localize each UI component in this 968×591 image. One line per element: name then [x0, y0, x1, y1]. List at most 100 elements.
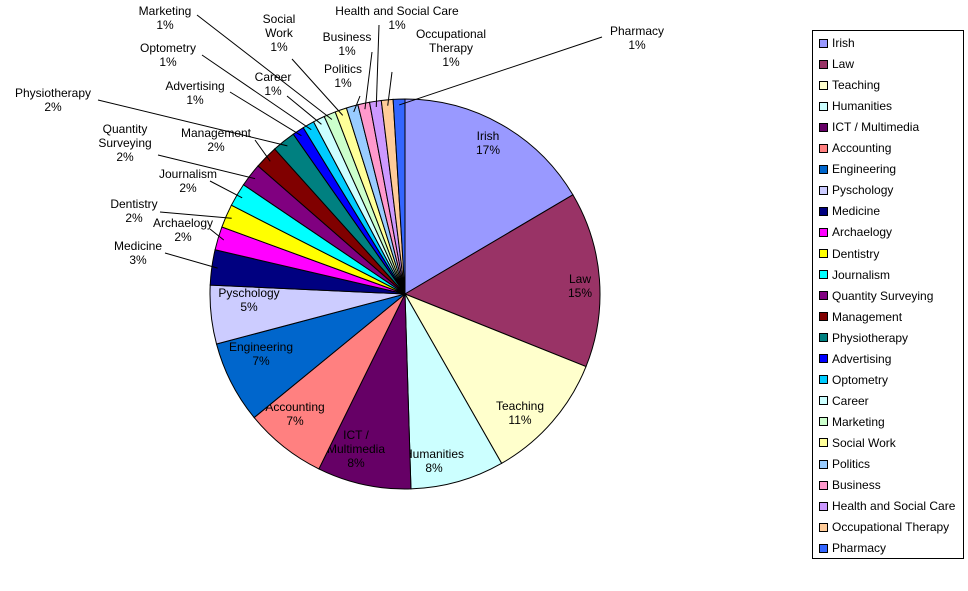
leader-line	[353, 95, 361, 113]
legend-label: Engineering	[832, 162, 897, 177]
slice-label: Humanities 8%	[404, 447, 464, 475]
leader-line	[209, 180, 243, 199]
legend-item: Irish	[819, 35, 855, 51]
legend-swatch	[819, 227, 828, 237]
leader-line	[229, 91, 302, 137]
leader-line	[387, 71, 393, 106]
leader-line	[399, 36, 603, 106]
legend-item: Optometry	[819, 372, 888, 388]
legend-swatch	[819, 417, 828, 427]
leader-line	[364, 51, 373, 110]
slice-label: Law 15%	[568, 272, 592, 300]
slice-label: Business 1%	[323, 30, 372, 58]
slice-label: Quantity Surveying 2%	[98, 122, 151, 164]
legend-item: Accounting	[819, 140, 891, 156]
leader-line	[164, 252, 218, 269]
legend-label: Occupational Therapy	[832, 520, 950, 535]
legend-label: Marketing	[832, 414, 885, 429]
legend-swatch	[819, 164, 828, 174]
legend-item: Social Work	[819, 435, 896, 451]
legend-item: Management	[819, 309, 902, 325]
slice-label: Pyschology 5%	[218, 286, 279, 314]
slice-label: Occupational Therapy 1%	[416, 27, 486, 69]
slice-label: Social Work 1%	[263, 12, 296, 54]
pie-slice-teaching	[403, 293, 587, 465]
leader-line	[209, 228, 225, 241]
legend-item: Marketing	[819, 414, 885, 430]
legend-label: Management	[832, 309, 903, 324]
legend-item: Humanities	[819, 98, 892, 114]
legend-swatch	[819, 501, 828, 511]
slice-label: Health and Social Care 1%	[335, 4, 459, 32]
slice-label: Accounting 7%	[265, 400, 324, 428]
legend-swatch	[819, 249, 828, 258]
leader-line	[291, 58, 344, 116]
slice-label: Marketing 1%	[139, 4, 192, 32]
legend-label: Health and Social Care	[832, 499, 956, 514]
slice-label: Politics 1%	[324, 62, 362, 90]
slice-label: Archaelogy 2%	[153, 216, 213, 244]
legend-item: Engineering	[819, 161, 896, 177]
legend-item: Health and Social Care	[819, 498, 955, 514]
leader-line	[286, 95, 322, 125]
legend-item: Quantity Surveying	[819, 288, 933, 304]
legend-label: Quantity Surveying	[832, 288, 934, 303]
legend-label: Journalism	[832, 267, 891, 282]
legend-swatch	[819, 101, 828, 111]
legend-label: Physiotherapy	[832, 330, 909, 345]
legend-label: Optometry	[832, 372, 889, 387]
slice-label: Pharmacy 1%	[610, 24, 664, 52]
legend-label: Law	[832, 57, 855, 72]
legend-label: Accounting	[832, 141, 892, 156]
slice-label: Journalism 2%	[159, 167, 217, 195]
legend-item: Occupational Therapy	[819, 519, 949, 535]
slice-label: Engineering 7%	[229, 340, 293, 368]
legend-swatch	[819, 438, 828, 448]
legend-item: ICT / Multimedia	[819, 119, 919, 135]
legend-label: Teaching	[832, 78, 881, 93]
slice-label: Dentistry 2%	[110, 197, 157, 225]
legend-label: Archaelogy	[832, 225, 893, 240]
legend-item: Politics	[819, 456, 870, 472]
pie-slice-humanities	[404, 293, 503, 490]
leader-line	[375, 24, 380, 108]
leader-line	[157, 154, 256, 180]
pie-slice-law	[403, 194, 601, 368]
legend-item: Career	[819, 393, 869, 409]
legend-swatch	[819, 122, 828, 132]
legend-swatch	[819, 291, 828, 301]
legend-label: Medicine	[832, 204, 881, 219]
slice-label: Irish 17%	[476, 129, 500, 157]
legend-item: Archaelogy	[819, 224, 892, 240]
slice-label: Management 2%	[181, 126, 252, 154]
legend-swatch	[819, 38, 828, 48]
pie-slice-irish	[404, 98, 574, 295]
legend-item: Pharmacy	[819, 540, 886, 556]
slice-label: Medicine 3%	[114, 239, 162, 267]
legend-swatch	[819, 206, 828, 216]
leader-line	[159, 211, 232, 219]
legend-swatch	[819, 480, 828, 490]
legend-item: Advertising	[819, 351, 891, 367]
legend-label: ICT / Multimedia	[832, 120, 920, 135]
legend-item: Medicine	[819, 203, 880, 219]
legend-swatch	[819, 543, 828, 553]
legend-label: Advertising	[832, 351, 892, 366]
legend-label: Humanities	[832, 99, 893, 114]
legend-label: Pyschology	[832, 183, 894, 198]
leader-line	[201, 54, 312, 131]
legend-swatch	[819, 459, 828, 469]
legend-swatch	[819, 522, 828, 532]
leader-line	[97, 99, 288, 147]
legend-swatch	[819, 333, 828, 343]
slice-label: Physiotherapy 2%	[15, 86, 91, 114]
legend-item: Physiotherapy	[819, 330, 908, 346]
legend-label: Social Work	[832, 435, 896, 450]
legend-label: Politics	[832, 457, 871, 471]
leader-line	[254, 139, 271, 162]
legend-swatch	[819, 270, 828, 280]
legend-item: Business	[819, 477, 881, 493]
legend-swatch	[819, 375, 828, 385]
slice-label: Advertising 1%	[165, 79, 224, 107]
